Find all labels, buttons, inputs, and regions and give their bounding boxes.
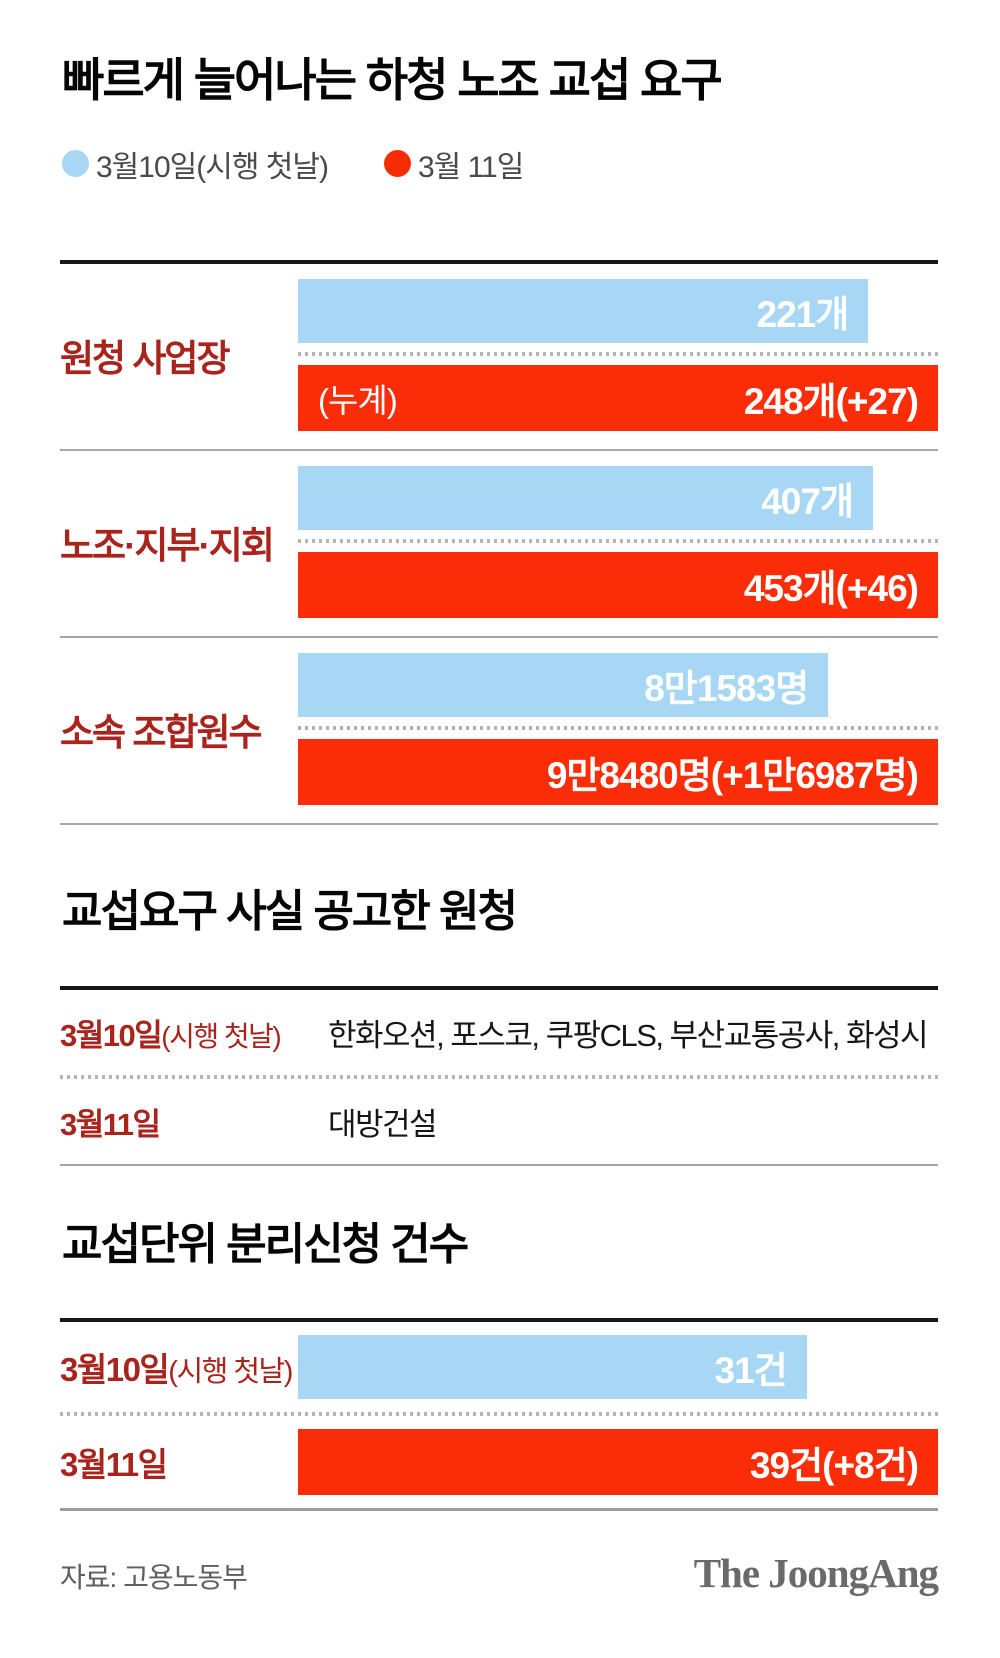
bars-march10: 31건 (298, 1335, 938, 1400)
separation-request-section: 교섭단위 분리신청 건수 3월10일(시행 첫날) 31건 3월11일 39건(… (60, 1220, 938, 1512)
bar-value-label: 453개(+46) (743, 567, 919, 609)
legend-dot-red-icon (383, 150, 411, 178)
bars-workplaces: 221개 (누계) 248개(+27) (298, 278, 938, 431)
bargaining-demand-chart: 원청 사업장 221개 (누계) 248개(+27) 노조·지부·지회 407개… (60, 259, 938, 825)
row-label-workplaces: 원청 사업장 (60, 337, 230, 379)
chart-row-march10: 3월10일(시행 첫날) 31건 (60, 1322, 938, 1412)
section-rule (60, 1318, 938, 1323)
bar-value-label: 407개 (761, 480, 854, 522)
date-label-suffix: (시행 첫날) (168, 1356, 293, 1389)
table-row-march10: 3월10일(시행 첫날) 한화오션, 포스코, 쿠팡CLS, 부산교통공사, 화… (60, 990, 938, 1075)
bar-unions-march10: 407개 (298, 465, 873, 530)
chart-row-march11: 3월11일 39건(+8건) (60, 1416, 938, 1508)
date-label: 3월11일 (60, 1446, 168, 1484)
bar-members-march11: 9만8480명(+1만6987명) (298, 738, 938, 805)
table-row-march11: 3월11일 대방건설 (60, 1079, 938, 1164)
bar-value-label: 31건 (714, 1350, 788, 1392)
bar-separation-march10: 31건 (298, 1335, 807, 1400)
footer: 자료: 고용노동부 The JoongAng (60, 1549, 939, 1597)
dotted-divider (298, 351, 938, 356)
bar-value-label: 248개(+27) (743, 380, 919, 422)
table-row-label: 3월10일(시행 첫날) (60, 1010, 328, 1055)
date-label: 3월10일 (60, 1017, 163, 1053)
legend-dot-blue-icon (62, 150, 89, 178)
bars-march11: 39건(+8건) (298, 1429, 938, 1496)
legend-label-march11: 3월 11일 (417, 150, 524, 184)
bar-workplaces-march11: (누계) 248개(+27) (298, 364, 938, 431)
date-label: 3월10일 (60, 1351, 170, 1389)
bar-value-label: 221개 (756, 293, 850, 335)
legend-item-march11: 3월 11일 (383, 142, 524, 186)
date-label: 3월11일 (60, 1106, 161, 1142)
announced-companies-section: 교섭요구 사실 공고한 원청 3월10일(시행 첫날) 한화오션, 포스코, 쿠… (60, 887, 938, 1166)
bar-unions-march11: 453개(+46) (298, 551, 938, 618)
chart-row-members: 소속 조합원수 8만1583명 9만8480명(+1만6987명) (60, 638, 938, 825)
bar-value-label: 39건(+8건) (749, 1445, 919, 1487)
joongang-logo: The JoongAng (693, 1550, 939, 1597)
bar-workplaces-march10: 221개 (298, 278, 869, 343)
row-label-unions: 노조·지부·지회 (60, 524, 275, 566)
bar-value-label: 9만8480명(+1만6987명) (546, 754, 919, 796)
companies-list: 한화오션, 포스코, 쿠팡CLS, 부산교통공사, 화성시 (328, 1017, 929, 1053)
legend-item-march10: 3월10일(시행 첫날) (62, 142, 329, 186)
legend: 3월10일(시행 첫날) 3월 11일 (62, 146, 938, 184)
bar-value-label: 8만1583명 (644, 667, 809, 709)
chart-row-unions: 노조·지부·지회 407개 453개(+46) (60, 451, 938, 638)
bars-members: 8만1583명 9만8480명(+1만6987명) (298, 652, 938, 805)
page-title: 빠르게 늘어나는 하청 노조 교섭 요구 (62, 54, 723, 106)
dotted-divider (298, 725, 938, 730)
section-rule-bottom (60, 1163, 938, 1166)
bars-unions: 407개 453개(+46) (298, 465, 938, 618)
section-rule (60, 985, 938, 990)
date-label-suffix: (시행 첫날) (161, 1020, 281, 1052)
bar-prefix-cumulative: (누계) (318, 381, 398, 419)
table-row-label: 3월11일 (60, 1099, 328, 1144)
data-source: 자료: 고용노동부 (60, 1562, 248, 1594)
dotted-divider (60, 1412, 938, 1417)
bar-members-march10: 8만1583명 (298, 652, 829, 717)
chart-row-workplaces: 원청 사업장 221개 (누계) 248개(+27) (60, 264, 938, 451)
row-label-march11: 3월11일 (60, 1438, 298, 1486)
announced-companies-title: 교섭요구 사실 공고한 원청 (62, 886, 518, 936)
separation-request-title: 교섭단위 분리신청 건수 (62, 1219, 469, 1269)
companies-list: 대방건설 (328, 1106, 438, 1142)
row-label-members: 소속 조합원수 (60, 711, 263, 753)
legend-label-march10: 3월10일(시행 첫날) (96, 150, 329, 184)
section-rule-top (60, 259, 938, 264)
row-label-march10: 3월10일(시행 첫날) (60, 1343, 298, 1391)
footer-rule (60, 1508, 938, 1512)
dotted-divider (60, 1074, 938, 1079)
bar-separation-march11: 39건(+8건) (298, 1429, 938, 1496)
dotted-divider (298, 538, 938, 543)
